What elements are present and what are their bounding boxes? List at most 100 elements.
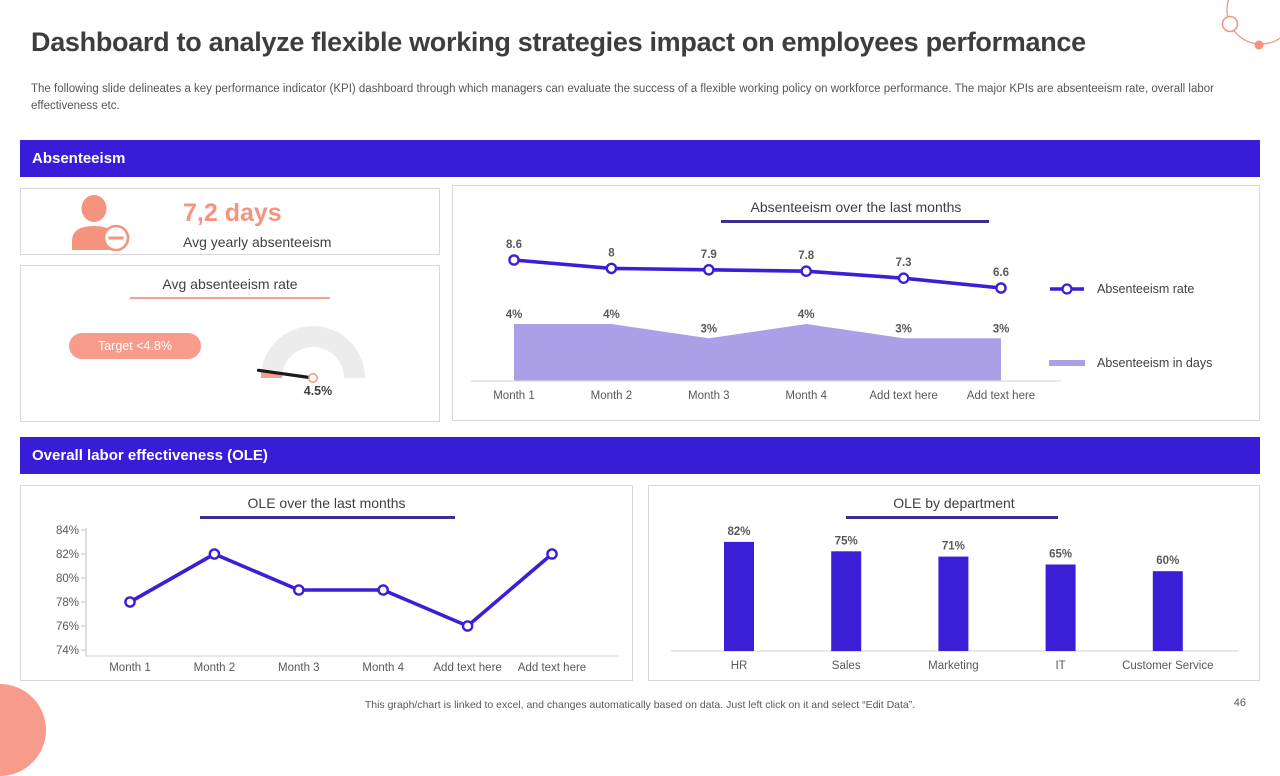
section-band-ole: Overall labor effectiveness (OLE) <box>20 437 1260 474</box>
bar <box>1045 564 1076 651</box>
absenteeism-trend-panel: Absenteeism over the last months 4% 4% 3% 4… <box>452 185 1260 421</box>
y-tick-label: 84% <box>56 525 79 537</box>
x-axis-label: Month 1 <box>493 390 535 402</box>
line-marker <box>292 584 305 596</box>
kpi-value: 7,2 days <box>183 199 282 227</box>
line-marker <box>995 282 1007 294</box>
title-underline <box>130 297 330 299</box>
section-band-absenteeism: Absenteeism <box>20 140 1260 177</box>
line-data-label: 7.9 <box>701 249 717 261</box>
x-axis-label: Month 3 <box>278 662 320 674</box>
x-axis-label: Add text here <box>869 390 937 402</box>
x-axis-label: Month 3 <box>688 390 730 402</box>
area-data-label: 3% <box>895 323 912 335</box>
line-data-label: 6.6 <box>993 267 1009 279</box>
gauge-needle <box>256 368 315 380</box>
bar-data-label: 82% <box>727 526 750 538</box>
absenteeism-combo-chart: 4% 4% 3% 4% 3% 3% 8.6 8 7.9 7.8 7.3 6.6 Month 1 Month… <box>471 239 1061 402</box>
bar-data-label: 65% <box>1049 549 1072 561</box>
area-series <box>514 324 1001 381</box>
target-badge: Target <4.8% <box>69 333 201 359</box>
legend-label: Absenteeism in days <box>1097 356 1213 370</box>
y-tick-label: 82% <box>56 549 79 561</box>
area-data-label: 4% <box>798 309 815 321</box>
bar <box>724 541 754 651</box>
y-tick-label: 80% <box>56 573 79 585</box>
area-legend-swatch <box>1049 360 1085 366</box>
line-marker <box>546 548 558 560</box>
kpi-label: Avg yearly absenteeism <box>183 234 332 250</box>
area-data-label: 4% <box>603 309 620 321</box>
section-band-label: Absenteeism <box>32 150 126 167</box>
bar-data-label: 71% <box>942 541 965 553</box>
chart-title: OLE by department <box>893 495 1015 511</box>
x-axis-label: Month 1 <box>109 662 151 674</box>
gauge-card-title: Avg absenteeism rate <box>162 276 298 292</box>
person-minus-icon <box>72 195 130 251</box>
chart-title: OLE over the last months <box>247 495 406 511</box>
x-axis-label: Marketing <box>928 660 979 672</box>
line-marker <box>461 620 474 632</box>
line-marker <box>702 264 715 276</box>
x-axis-label: Add text here <box>433 662 501 674</box>
x-axis-label: Month 2 <box>194 662 236 674</box>
line-series <box>512 258 1003 290</box>
chart-title-underline <box>200 516 455 519</box>
line-marker <box>124 596 136 608</box>
page-title: Dashboard to analyze flexible working st… <box>31 27 1086 57</box>
line-series <box>128 552 554 628</box>
legend-item-absenteeism-rate: Absenteeism rate <box>1049 282 1194 296</box>
line-legend-swatch <box>1050 283 1084 295</box>
bar <box>938 556 969 651</box>
x-axis-label: Month 4 <box>785 390 827 402</box>
line-data-label: 7.3 <box>896 257 912 269</box>
dot-decoration <box>1254 40 1264 50</box>
chart-title: Absenteeism over the last months <box>750 199 962 215</box>
y-tick-label: 78% <box>56 597 79 609</box>
x-axis-label: IT <box>1055 660 1065 672</box>
page-subtitle: The following slide delineates a key per… <box>31 83 1214 113</box>
ole-trend-panel: OLE over the last months 84% 82% 80% 78% 76%… <box>20 485 633 681</box>
section-band-label: Overall labor effectiveness (OLE) <box>32 447 268 464</box>
chart-title-underline <box>846 516 1058 519</box>
area-data-label: 3% <box>700 323 717 335</box>
x-axis-label: Add text here <box>518 662 586 674</box>
legend-label: Absenteeism rate <box>1097 282 1195 296</box>
ole-line-chart: 84% 82% 80% 78% 76% 74% Month 1 Month 2 Month 3 M… <box>56 525 619 674</box>
corner-blob-decoration <box>0 684 46 776</box>
footer-note: This graph/chart is linked to excel, and… <box>364 699 916 711</box>
gauge-card-avg-absenteeism-rate: Avg absenteeism rate Target <4.8% 4.5% <box>20 265 440 422</box>
page-number: 46 <box>1233 697 1246 709</box>
bar <box>831 551 862 652</box>
absenteeism-rate-gauge: 4.5% <box>256 326 365 398</box>
x-axis-label: Add text here <box>967 390 1035 402</box>
line-marker <box>208 548 221 560</box>
ole-bar-chart: 82% HR 75% Sales 71% Marketing 65% IT 60% Custome… <box>671 526 1239 672</box>
chart-title-underline <box>721 220 989 223</box>
line-data-label: 8 <box>608 247 615 259</box>
area-data-label: 4% <box>506 309 523 321</box>
line-data-label: 7.8 <box>798 250 815 262</box>
x-axis-label: Month 4 <box>362 662 404 674</box>
legend-item-absenteeism-days: Absenteeism in days <box>1049 356 1212 370</box>
line-marker <box>897 272 910 285</box>
ole-department-panel: OLE by department 82% HR 75% Sales 71% Market… <box>648 485 1260 681</box>
line-data-label: 8.6 <box>506 239 522 251</box>
area-data-label: 3% <box>993 323 1010 335</box>
x-axis-label: Sales <box>832 660 861 672</box>
line-marker <box>800 265 813 278</box>
corner-circles-decoration <box>1221 0 1280 50</box>
bar-data-label: 60% <box>1156 555 1179 567</box>
gauge-value-label: 4.5% <box>304 384 333 398</box>
line-marker <box>377 584 390 596</box>
y-tick-label: 74% <box>56 645 79 657</box>
kpi-card-avg-yearly-absenteeism: 7,2 days Avg yearly absenteeism <box>20 188 440 255</box>
y-tick-label: 76% <box>56 621 79 633</box>
hollow-circle-decoration <box>1221 15 1239 33</box>
line-marker <box>508 254 520 266</box>
x-axis-label: Customer Service <box>1122 660 1213 672</box>
x-axis-label: HR <box>731 660 748 672</box>
x-axis-label: Month 2 <box>591 390 633 402</box>
gauge-pivot <box>308 373 318 383</box>
gauge-track <box>261 326 365 378</box>
